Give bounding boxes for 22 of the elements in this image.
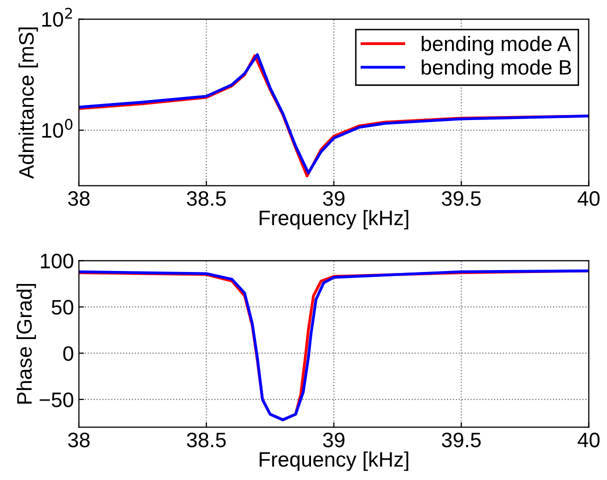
y-axis-title: Admittance [mS] xyxy=(18,28,38,179)
x-axis-title: Frequency [kHz] xyxy=(260,451,408,471)
y-tick-label: 100 xyxy=(40,254,74,268)
y-tick-label: 50 xyxy=(52,300,74,315)
x-axis-title: Frequency [kHz] xyxy=(260,210,408,230)
x-tick-label: 38 xyxy=(68,191,90,206)
y-tick-label: 0 xyxy=(63,346,74,361)
y-tick-label: 10$^{0}$ xyxy=(42,118,72,138)
legend-label: bending mode A xyxy=(422,36,571,56)
x-tick-label: 39 xyxy=(323,432,344,448)
x-tick-label: 38 xyxy=(68,432,90,448)
y-tick-label: 10$^{2}$ xyxy=(42,8,72,27)
legend-label: bending mode B xyxy=(422,59,572,79)
x-tick-label: 40 xyxy=(578,191,600,206)
x-tick-label: 39.5 xyxy=(442,191,481,206)
x-tick-label: 38.5 xyxy=(186,191,226,206)
x-tick-label: 39 xyxy=(323,191,344,206)
x-tick-label: 38.5 xyxy=(186,432,226,448)
x-tick-label: 39.5 xyxy=(442,432,481,448)
y-axis-title: Phase [Grad] xyxy=(16,284,36,404)
x-tick-label: 40 xyxy=(578,432,600,448)
y-tick-label: −50 xyxy=(40,392,74,408)
